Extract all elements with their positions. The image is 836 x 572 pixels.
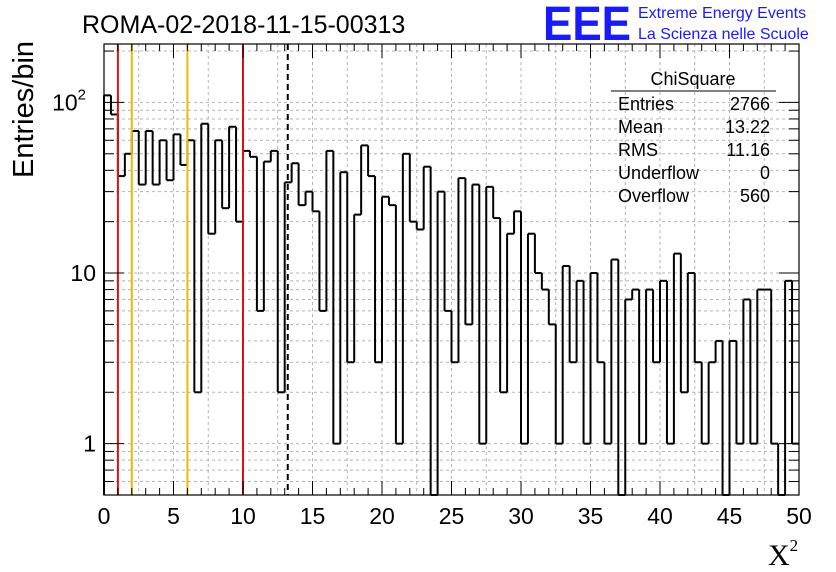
y-tick-label-base: 10 (52, 89, 78, 115)
x-tick-label-30: 30 (508, 503, 534, 529)
stats-value-rms: 11.16 (726, 140, 770, 160)
stats-title: ChiSquare (650, 69, 735, 89)
x-tick-label-25: 25 (439, 503, 465, 529)
y-tick-label-2: 102 (52, 86, 86, 115)
histogram (103, 94, 799, 496)
logo-mark: EEE (543, 0, 631, 51)
y-axis-label: Entries/bin (8, 41, 40, 178)
x-tick-label-15: 15 (300, 503, 326, 529)
y-tick-label-base: 10 (70, 260, 96, 286)
logo-line2: La Scienza nelle Scuole (638, 26, 809, 43)
stats-label-rms: RMS (618, 140, 658, 160)
stats-value-mean: 13.22 (725, 117, 770, 137)
stats-rows: Entries 2766 Mean 13.22 RMS 11.16 Underflow 0 Ov… (618, 94, 770, 206)
x-axis-label-base: X (768, 539, 790, 572)
stats-value-entries: 2766 (730, 94, 770, 114)
x-axis-label: X2 (768, 536, 798, 572)
stats-label-entries: Entries (618, 94, 674, 114)
stats-box: ChiSquare Entries 2766 Mean 13.22 RMS 11.16 Un… (611, 69, 776, 206)
x-tick-label-5: 5 (167, 503, 180, 529)
x-tick-label-0: 0 (98, 503, 111, 529)
x-axis-label-sup: 2 (790, 536, 799, 555)
y-tick-label-0: 1 (83, 431, 96, 457)
x-tick-label-50: 50 (786, 503, 812, 529)
stats-value-overflow: 560 (740, 186, 770, 206)
y-tick-label-1: 10 (70, 260, 96, 286)
stats-label-underflow: Underflow (618, 163, 700, 183)
axis-ticks (103, 44, 800, 495)
stats-label-mean: Mean (618, 117, 663, 137)
x-tick-label-10: 10 (230, 503, 256, 529)
y-tick-label-sup: 2 (78, 86, 86, 103)
y-tick-label-base: 1 (83, 431, 96, 457)
stats-value-underflow: 0 (760, 163, 770, 183)
eee-logo: EEE Extreme Energy Events La Scienza nel… (543, 0, 809, 51)
chart-title: ROMA-02-2018-11-15-00313 (82, 11, 405, 39)
logo-line1: Extreme Energy Events (638, 5, 806, 22)
x-tick-label-35: 35 (578, 503, 604, 529)
x-tick-label-45: 45 (717, 503, 743, 529)
x-tick-label-40: 40 (647, 503, 673, 529)
x-tick-label-20: 20 (369, 503, 395, 529)
stats-label-overflow: Overflow (618, 186, 690, 206)
marker-lines (116, 44, 289, 495)
grid (104, 44, 799, 495)
